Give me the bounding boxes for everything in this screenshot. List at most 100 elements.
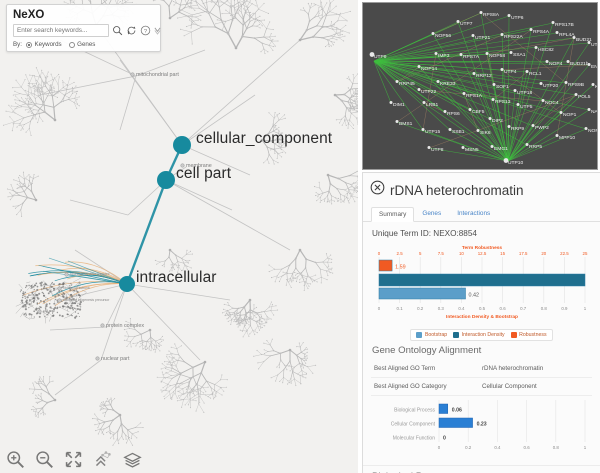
- gene-node-label[interactable]: DIP2: [492, 118, 503, 124]
- gene-node-label[interactable]: UTP6: [511, 15, 524, 21]
- layers-button[interactable]: [122, 450, 143, 469]
- tree-toolbar[interactable]: [6, 450, 143, 469]
- gene-node-label[interactable]: CBF5: [472, 109, 485, 115]
- search-input[interactable]: [13, 24, 109, 37]
- radio-keywords[interactable]: Keywords: [25, 41, 62, 48]
- gene-node-label[interactable]: RPS9B: [568, 82, 584, 88]
- gene-node-label[interactable]: SSA1: [513, 52, 526, 58]
- tree-node-label-major[interactable]: cellular_component: [196, 130, 333, 147]
- zoom-in-button[interactable]: [6, 450, 25, 469]
- gene-node-label[interactable]: UTP13: [591, 42, 598, 48]
- gene-node-label[interactable]: RPS22A: [504, 34, 523, 40]
- gene-node-label[interactable]: DIM1: [393, 102, 405, 108]
- gene-node-label[interactable]: UTP8: [431, 147, 444, 153]
- zoom-out-button[interactable]: [35, 450, 54, 469]
- gene-node-label[interactable]: ENP1: [591, 64, 598, 70]
- gene-network-graph[interactable]: UTP9 RPS8A UTP6 UTP7 RPS17B NOP56 UTP21 RPS22A R…: [363, 3, 598, 170]
- tree-node-label-major[interactable]: cell part: [176, 165, 232, 182]
- gene-node-label[interactable]: NOP56: [435, 33, 451, 39]
- search-icon[interactable]: [112, 25, 123, 36]
- gene-node-label[interactable]: RPS17B: [555, 22, 574, 28]
- gene-node-label[interactable]: LRB1: [426, 102, 439, 108]
- go-category-label: Cellular Component: [391, 422, 436, 428]
- tab-interactions[interactable]: Interactions: [457, 210, 491, 217]
- gene-node-label[interactable]: RPL4A: [559, 32, 575, 38]
- tree-node-label[interactable]: ribonucleoprotein complex: [70, 272, 110, 276]
- tree-node-label-major[interactable]: intracellular: [136, 269, 217, 286]
- chevron-down-icon[interactable]: [154, 26, 161, 35]
- gene-node-label[interactable]: RPS7A: [463, 54, 480, 60]
- gene-node-label[interactable]: IMP3: [438, 53, 450, 59]
- search-panel[interactable]: NeXO: [6, 4, 161, 52]
- help-icon[interactable]: ?: [140, 25, 151, 36]
- gene-node-label[interactable]: RRP45: [399, 81, 415, 87]
- gene-node-label[interactable]: UTP22: [421, 89, 437, 95]
- svg-text:0: 0: [378, 306, 381, 311]
- gene-node-label[interactable]: UTP5: [520, 104, 533, 110]
- tree-node-label[interactable]: membrane: [186, 163, 212, 169]
- gene-node-label[interactable]: RPS13: [495, 99, 511, 105]
- ontology-tree-graph[interactable]: [0, 0, 358, 473]
- gene-node-label[interactable]: SOF1: [496, 84, 509, 90]
- info-tabs[interactable]: Summary Genes Interactions: [363, 204, 600, 222]
- gene-node-label[interactable]: BUD21b: [570, 61, 589, 67]
- legend-robustness-label: Robustness: [519, 332, 547, 338]
- gene-node-label[interactable]: UTP9: [374, 54, 387, 60]
- tree-node-label[interactable]: ribosomal subunit: [63, 286, 90, 290]
- gene-node-label[interactable]: SIK6: [480, 130, 491, 136]
- close-icon[interactable]: [370, 180, 385, 200]
- gene-node-label[interactable]: NOP6: [588, 128, 598, 134]
- gene-node-label[interactable]: RCL1: [529, 71, 542, 77]
- gene-node-label[interactable]: RPS8A: [483, 12, 500, 18]
- gene-node-label[interactable]: NOP58: [489, 53, 505, 59]
- gene-node-label[interactable]: UTP18: [517, 90, 533, 96]
- gene-node-label[interactable]: UTP4: [504, 69, 517, 75]
- gene-node-label[interactable]: RRP5: [529, 144, 542, 150]
- gene-node-label[interactable]: BMS1: [399, 121, 413, 127]
- tree-node-label[interactable]: nuclear part: [101, 356, 130, 362]
- gene-node-label[interactable]: MPP10: [559, 135, 575, 141]
- robustness-chart-container: 0 2.5 5 7.5 10 12.5 15 17.5 20 22.5 25 Term Robustn…: [371, 241, 592, 326]
- gene-node-label[interactable]: UTP10: [508, 160, 524, 166]
- gene-node-label[interactable]: RPS1A: [466, 93, 483, 99]
- gene-node-label[interactable]: NOP4: [549, 61, 563, 67]
- gene-node-label[interactable]: NAN1: [591, 109, 598, 115]
- gene-interaction-network-panel[interactable]: UTP9 RPS8A UTP6 UTP7 RPS17B NOP56 UTP21 RPS22A R…: [362, 2, 598, 170]
- gene-node-label[interactable]: UTP7: [460, 21, 473, 27]
- gene-node-label[interactable]: NOC4: [545, 100, 559, 106]
- gene-node-label[interactable]: RPS4A: [533, 29, 550, 35]
- gene-node-label[interactable]: UTP15: [425, 129, 441, 135]
- legend-bootstrap: Bootstrap: [416, 332, 447, 338]
- tab-summary[interactable]: Summary: [371, 207, 415, 222]
- reset-icon[interactable]: [126, 25, 137, 36]
- gene-node-label[interactable]: RPS6: [447, 111, 460, 117]
- gene-node-label[interactable]: KRI1: [595, 84, 598, 90]
- gene-node-label[interactable]: EMG1: [494, 146, 508, 152]
- radio-genes[interactable]: Genes: [68, 41, 95, 48]
- gene-node-label[interactable]: KRE33: [440, 81, 456, 87]
- collapse-button[interactable]: [93, 450, 112, 469]
- svg-text:0.8: 0.8: [553, 445, 560, 450]
- ontology-tree-panel[interactable]: NeXO: [0, 0, 358, 473]
- tab-genes[interactable]: Genes: [422, 210, 442, 217]
- gene-node-label[interactable]: BUD21: [576, 37, 592, 43]
- svg-text:15: 15: [500, 251, 505, 256]
- gene-node-label[interactable]: RRP9: [511, 126, 524, 132]
- gene-node-label[interactable]: SSB1: [452, 129, 465, 135]
- term-info-panel[interactable]: rDNA heterochromatin Summary Genes Inter…: [362, 172, 600, 473]
- gene-node-label[interactable]: NOP14: [421, 66, 437, 72]
- gene-node-label[interactable]: HSC82: [538, 47, 554, 53]
- gene-node-label[interactable]: MSN5: [465, 147, 479, 153]
- tree-node-label[interactable]: cell wall: [43, 309, 55, 313]
- gene-node-label[interactable]: UTP21: [475, 35, 491, 41]
- gene-node-label[interactable]: NOP1: [563, 112, 577, 118]
- tree-node-label[interactable]: mitochondrial part: [136, 72, 179, 78]
- gene-node-label[interactable]: UTP20: [543, 83, 559, 89]
- tree-node-label[interactable]: protein complex: [106, 323, 145, 329]
- gene-node-label[interactable]: RRP12: [476, 73, 492, 79]
- gene-node-label[interactable]: POL5: [578, 94, 591, 100]
- gene-node-label[interactable]: PWP2: [535, 125, 549, 131]
- tree-node-label[interactable]: ribosome biogenesis precursor: [63, 298, 110, 302]
- fit-to-screen-button[interactable]: [64, 450, 83, 469]
